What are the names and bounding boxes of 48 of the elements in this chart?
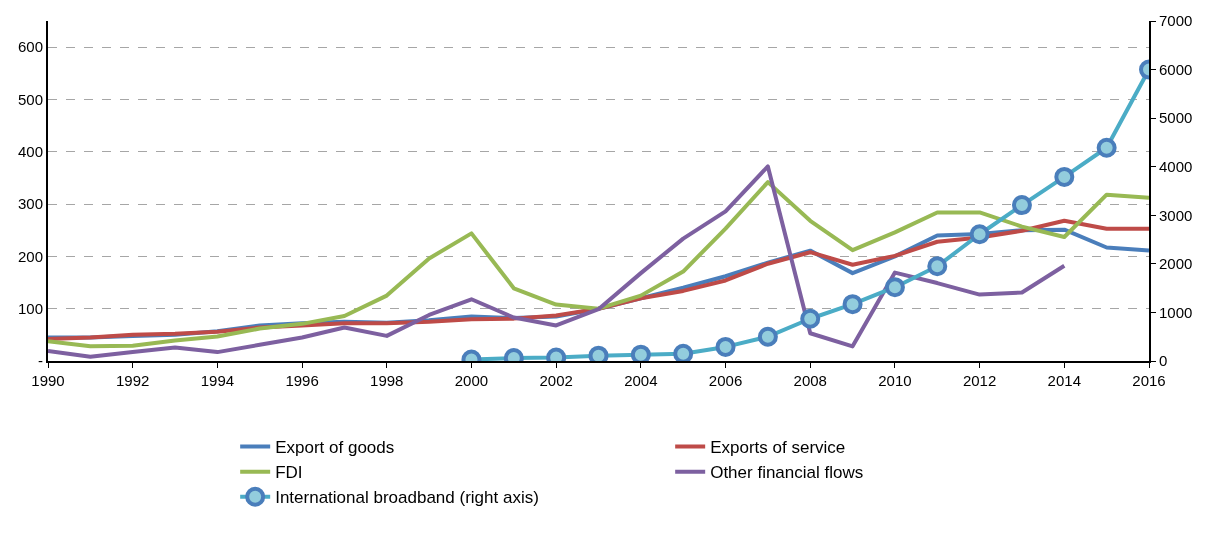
y2-tick-label: 5000: [1159, 109, 1193, 127]
x-tick-label: 2008: [793, 372, 827, 389]
point: [757, 326, 778, 347]
y2-tick-label: 4000: [1159, 157, 1193, 175]
x-tick-label: 2000: [454, 372, 489, 389]
y-tick-label: -: [38, 352, 43, 370]
line-series: [48, 164, 1067, 359]
x-tick-label: 1998: [370, 372, 404, 389]
y2-tick-label: 3000: [1159, 206, 1193, 224]
y-tick-label: 100: [17, 299, 43, 317]
x-tick-label: 1990: [31, 372, 65, 389]
x-tick-label: 1996: [285, 372, 319, 389]
point: [588, 345, 609, 361]
point: [884, 277, 905, 298]
y2-tick-label: 6000: [1159, 60, 1193, 78]
y2-tick-label: 0: [1159, 352, 1168, 370]
point: [673, 343, 694, 361]
x-tick-label: 1992: [116, 372, 150, 389]
x-tick-label: 1994: [200, 372, 235, 389]
point: [842, 294, 863, 315]
legend-label: Other financial flows: [710, 463, 864, 483]
y-tick-label: 600: [17, 38, 43, 56]
y2-tick-label: 1000: [1159, 303, 1193, 321]
x-tick-label: 2004: [624, 372, 658, 389]
point: [630, 344, 651, 361]
point: [715, 336, 736, 357]
legend-label: Exports of service: [710, 438, 846, 458]
x-tick-label: 2006: [708, 372, 743, 389]
point: [1096, 137, 1117, 158]
line-series: [48, 180, 1149, 349]
x-tick-label: 2010: [878, 372, 912, 389]
y-tick-label: 400: [17, 143, 43, 161]
x-tick-label: 2012: [962, 372, 997, 389]
legend-label: Export of goods: [275, 438, 395, 458]
y-tick-label: 500: [17, 90, 43, 108]
legend-label: International broadband (right axis): [275, 488, 539, 508]
point: [800, 308, 821, 329]
y2-tick-label: 7000: [1159, 12, 1193, 30]
x-tick-label: 2014: [1047, 372, 1081, 389]
point: [1054, 166, 1075, 187]
x-tick-label: 2016: [1132, 372, 1166, 389]
y-tick-label: 200: [17, 247, 43, 265]
x-tick-label: 2002: [539, 372, 573, 389]
legend-label: FDI: [275, 463, 303, 483]
y-tick-label: 300: [17, 195, 43, 213]
point: [1011, 195, 1032, 216]
point: [927, 256, 948, 277]
y2-tick-label: 2000: [1159, 255, 1193, 273]
